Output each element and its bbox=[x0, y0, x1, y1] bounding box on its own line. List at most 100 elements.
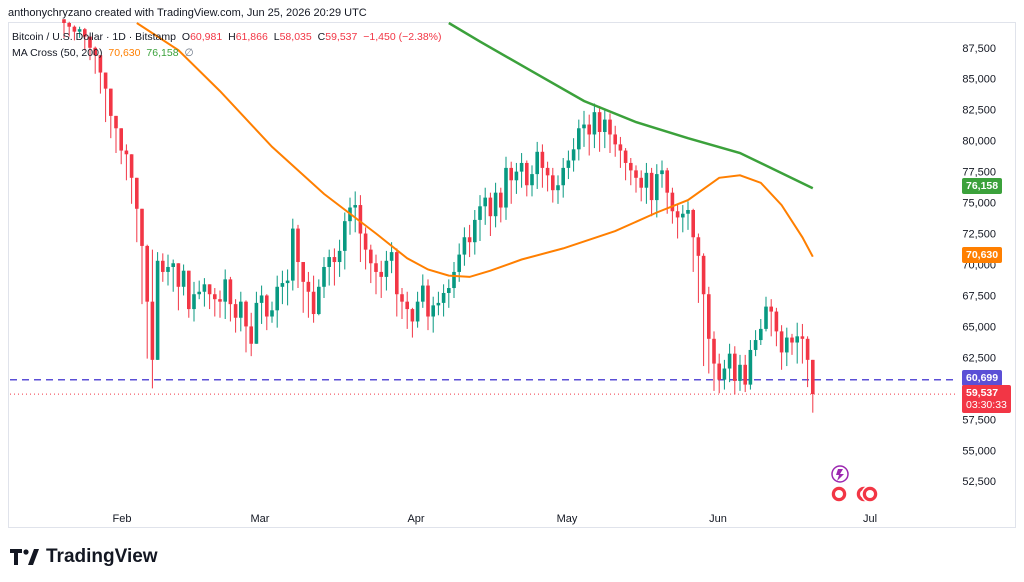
candle-body bbox=[525, 162, 529, 186]
candle-body bbox=[249, 326, 253, 344]
candle-body bbox=[639, 177, 643, 188]
candle-body bbox=[83, 29, 87, 37]
candle-body bbox=[436, 302, 441, 306]
legend-open-value: 60,981 bbox=[190, 31, 223, 43]
candle-body bbox=[540, 151, 545, 168]
candle-body bbox=[670, 192, 675, 212]
candle-body bbox=[717, 363, 721, 380]
footer-brand: TradingView bbox=[46, 546, 158, 567]
candle-body bbox=[499, 192, 503, 208]
candle-body bbox=[623, 150, 628, 163]
candle-body bbox=[655, 174, 659, 201]
candle-body bbox=[556, 185, 560, 191]
candle-body bbox=[145, 245, 149, 302]
candle-body bbox=[519, 162, 524, 172]
candle-body bbox=[103, 72, 108, 89]
candle-body bbox=[514, 171, 519, 181]
candle-body bbox=[790, 337, 794, 343]
candle-body bbox=[753, 340, 758, 350]
candle-body bbox=[644, 172, 649, 188]
legend-symbol[interactable]: Bitcoin / U.S. Dollar · 1D · Bitstamp bbox=[12, 31, 176, 43]
legend-close-value: 59,537 bbox=[325, 31, 358, 43]
candle-body bbox=[478, 206, 482, 220]
candle-body bbox=[681, 213, 685, 218]
candle-body bbox=[207, 284, 212, 295]
candle-body bbox=[509, 167, 513, 181]
candle-body bbox=[769, 306, 773, 312]
candle-body bbox=[634, 170, 638, 178]
candle-body bbox=[577, 128, 581, 150]
candle-body bbox=[748, 349, 753, 385]
candle-body bbox=[733, 353, 737, 381]
ma50-line bbox=[136, 22, 814, 278]
candle-body bbox=[187, 270, 191, 310]
flag-icon bbox=[866, 490, 874, 498]
candle-body bbox=[618, 144, 623, 151]
candle-body bbox=[582, 124, 586, 129]
x-tick-label: Jul bbox=[863, 513, 877, 525]
candle-body bbox=[161, 260, 165, 272]
candle-body bbox=[213, 294, 217, 300]
legend-ma-label[interactable]: MA Cross (50, 200) bbox=[12, 47, 103, 59]
candle-body bbox=[785, 337, 789, 353]
candle-body bbox=[701, 255, 706, 295]
candle-body bbox=[337, 250, 342, 263]
y-tick-label: 67,500 bbox=[962, 290, 996, 302]
candle-body bbox=[98, 55, 103, 73]
candle-body bbox=[379, 271, 383, 277]
candle-body bbox=[483, 197, 487, 207]
chart-pane[interactable] bbox=[8, 22, 1016, 528]
tradingview-logo[interactable]: TradingView bbox=[10, 546, 158, 568]
legend-high-label: H bbox=[228, 31, 236, 43]
candle-body bbox=[415, 301, 420, 322]
legend-open-label: O bbox=[181, 31, 191, 43]
candle-body bbox=[374, 263, 378, 272]
legend-ma200-value: 76,158 bbox=[146, 47, 179, 59]
candle-body bbox=[244, 301, 248, 327]
candle-body bbox=[462, 237, 467, 255]
x-tick-label: Jun bbox=[709, 513, 727, 525]
candle-body bbox=[358, 205, 363, 234]
y-tick-label: 55,000 bbox=[962, 445, 996, 457]
candle-body bbox=[587, 124, 591, 135]
y-tick-label: 65,000 bbox=[962, 321, 996, 333]
last-price-tag: 59,537 03:30:33 bbox=[962, 385, 1011, 413]
candle-body bbox=[150, 301, 155, 360]
candle-body bbox=[171, 263, 175, 267]
candle-body bbox=[400, 294, 404, 302]
candle-body bbox=[686, 210, 690, 214]
candle-body bbox=[129, 154, 134, 178]
candle-body bbox=[774, 311, 779, 332]
candle-body bbox=[72, 26, 77, 32]
candle-body bbox=[233, 304, 238, 318]
candle-body bbox=[77, 29, 82, 32]
legend-low-label: L bbox=[273, 31, 280, 43]
candle-body bbox=[265, 295, 269, 317]
ma200-price-tag: 76,158 bbox=[962, 178, 1003, 194]
candle-body bbox=[88, 36, 92, 48]
candle-body bbox=[285, 280, 290, 284]
candle-body bbox=[431, 305, 435, 317]
y-tick-label: 87,500 bbox=[962, 43, 996, 55]
candle-body bbox=[811, 359, 815, 395]
candle-body bbox=[119, 128, 123, 151]
candle-body bbox=[597, 112, 602, 132]
candle-body bbox=[493, 192, 498, 217]
candle-body bbox=[384, 260, 389, 277]
legend-ma: MA Cross (50, 200) 70,630 76,158 ∅ bbox=[12, 47, 197, 59]
x-tick-label: Feb bbox=[113, 513, 132, 525]
candle-body bbox=[707, 294, 711, 339]
candle-body bbox=[727, 353, 732, 369]
legend-high-value: 61,866 bbox=[235, 31, 268, 43]
candle-body bbox=[530, 174, 534, 186]
candle-body bbox=[140, 208, 144, 246]
candle-body bbox=[259, 295, 264, 303]
candle-body bbox=[712, 338, 716, 364]
candle-body bbox=[592, 112, 597, 135]
candle-body bbox=[410, 309, 415, 322]
candle-body bbox=[311, 291, 316, 315]
candle-body bbox=[62, 19, 66, 23]
x-tick-label: Apr bbox=[407, 513, 424, 525]
candle-body bbox=[535, 151, 539, 175]
